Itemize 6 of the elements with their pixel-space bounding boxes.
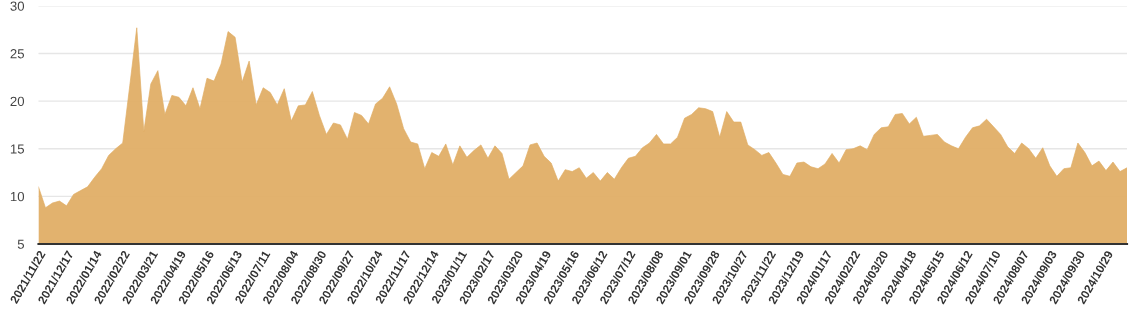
y-tick-label: 10 [10,191,25,202]
y-tick-label: 20 [10,96,25,107]
y-tick-label: 25 [10,49,25,59]
y-tick-label: 30 [10,1,25,11]
y-tick-label: 15 [10,144,25,154]
y-tick-label: 5 [17,239,25,249]
